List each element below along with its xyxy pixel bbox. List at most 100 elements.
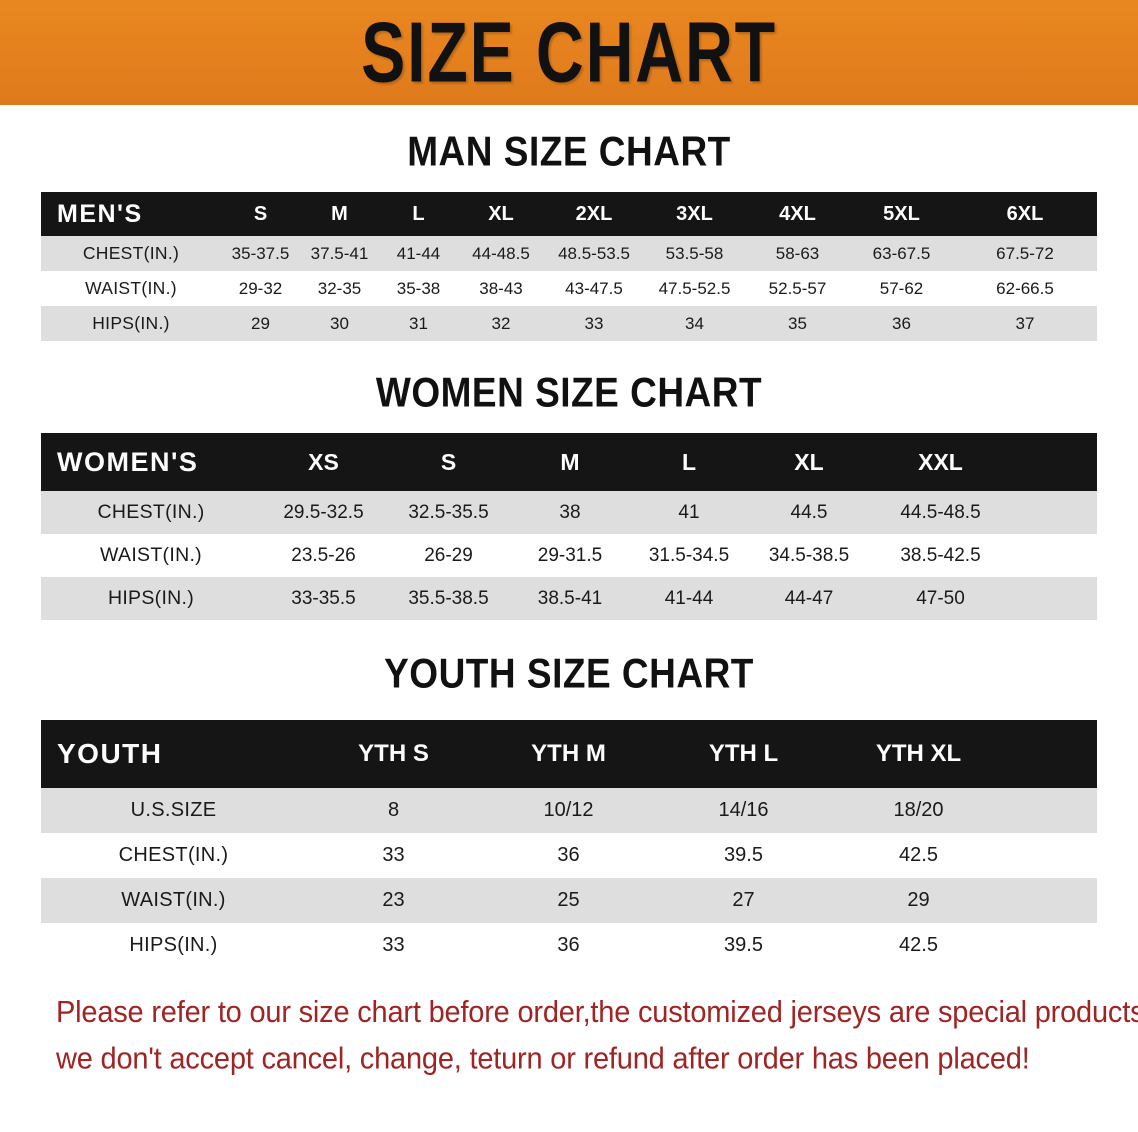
women-header-row: WOMEN'S XS S M L XL XXL xyxy=(41,433,1097,491)
man-size-col-6xl: 6XL xyxy=(1006,202,1044,225)
man-size-col-s: S xyxy=(253,202,268,225)
page-title: SIZE CHART xyxy=(361,5,777,100)
women-hips-s: 35.5-38.5 xyxy=(408,587,489,609)
man-table-body: CHEST(IN.) 35-37.5 37.5-41 41-44 44-48.5… xyxy=(41,236,1097,341)
man-size-table-wrapper: MEN'S S M L XL 2XL 3XL 4XL 5XL 6XL CHEST… xyxy=(41,192,1097,341)
youth-chest-xl: 42.5 xyxy=(899,844,938,866)
return-policy-note: Please refer to our size chart before or… xyxy=(34,990,1138,1082)
man-size-col-xl: XL xyxy=(488,202,514,225)
man-hips-3xl: 34 xyxy=(685,313,704,333)
women-hips-spacer xyxy=(1012,577,1097,620)
youth-header-row: YOUTH YTH S YTH M YTH L YTH XL xyxy=(41,720,1097,788)
youth-chest-m: 36 xyxy=(557,844,580,866)
youth-hips-spacer xyxy=(1006,923,1097,968)
women-row-label-chest: CHEST(IN.) xyxy=(97,501,205,523)
man-waist-m: 32-35 xyxy=(317,278,362,298)
women-waist-m: 29-31.5 xyxy=(537,544,603,566)
women-chest-xxl: 44.5-48.5 xyxy=(900,501,981,523)
women-size-col-xs: XS xyxy=(308,448,339,475)
man-hips-s: 29 xyxy=(251,313,270,333)
man-hips-m: 30 xyxy=(330,313,349,333)
youth-size-table: YOUTH YTH S YTH M YTH L YTH XL U.S.SIZE … xyxy=(41,720,1097,968)
youth-waist-s: 23 xyxy=(382,889,405,911)
youth-chest-l: 39.5 xyxy=(724,844,763,866)
youth-waist-spacer xyxy=(1006,878,1097,923)
youth-size-col-m: YTH M xyxy=(531,740,606,767)
table-row: CHEST(IN.) 35-37.5 37.5-41 41-44 44-48.5… xyxy=(41,236,1097,271)
youth-size-col-l: YTH L xyxy=(708,740,779,767)
women-size-col-xl: XL xyxy=(794,448,824,475)
women-hips-xxl: 47-50 xyxy=(916,587,965,609)
note-line-1: Please refer to our size chart before or… xyxy=(56,995,1138,1030)
youth-size-col-s: YTH S xyxy=(358,740,429,767)
man-chest-6xl: 67.5-72 xyxy=(996,243,1054,263)
youth-ussize-xl: 18/20 xyxy=(893,799,944,821)
man-size-col-m: M xyxy=(331,202,348,225)
man-waist-s: 29-32 xyxy=(238,278,283,298)
youth-row-label-hips: HIPS(IN.) xyxy=(129,934,218,956)
table-row: HIPS(IN.) 33 36 39.5 42.5 xyxy=(41,923,1097,968)
women-size-table: WOMEN'S XS S M L XL XXL CHEST(IN.) 29.5-… xyxy=(41,433,1097,620)
women-size-col-s: S xyxy=(440,448,457,475)
youth-ussize-spacer xyxy=(1006,788,1097,833)
youth-row-label-waist: WAIST(IN.) xyxy=(121,889,226,911)
women-table-header: WOMEN'S XS S M L XL XXL xyxy=(41,433,1097,491)
women-waist-xs: 23.5-26 xyxy=(291,544,356,566)
women-waist-l: 31.5-34.5 xyxy=(648,544,730,566)
women-chest-m: 38 xyxy=(559,501,581,523)
women-row-label-waist: WAIST(IN.) xyxy=(100,544,202,566)
table-row: HIPS(IN.) 29 30 31 32 33 34 35 36 37 xyxy=(41,306,1097,341)
women-section-title: WOMEN SIZE CHART xyxy=(375,369,763,416)
man-chest-5xl: 63-67.5 xyxy=(872,243,931,263)
man-header-row: MEN'S S M L XL 2XL 3XL 4XL 5XL 6XL xyxy=(41,192,1097,236)
man-size-col-4xl: 4XL xyxy=(779,202,816,225)
women-size-table-wrapper: WOMEN'S XS S M L XL XXL CHEST(IN.) 29.5-… xyxy=(41,433,1097,620)
youth-waist-l: 27 xyxy=(732,889,755,911)
women-chest-xs: 29.5-32.5 xyxy=(283,501,364,523)
women-size-col-l: L xyxy=(681,448,697,475)
women-waist-spacer xyxy=(1012,534,1097,577)
man-size-col-2xl: 2XL xyxy=(575,202,613,225)
man-row-label-chest: CHEST(IN.) xyxy=(82,243,180,263)
women-waist-s: 26-29 xyxy=(424,544,473,566)
women-chest-s: 32.5-35.5 xyxy=(408,501,489,523)
man-waist-5xl: 57-62 xyxy=(879,278,924,298)
youth-ussize-m: 10/12 xyxy=(543,799,594,821)
table-row: HIPS(IN.) 33-35.5 35.5-38.5 38.5-41 41-4… xyxy=(41,577,1097,620)
women-hips-l: 41-44 xyxy=(664,587,714,609)
man-hips-xl: 32 xyxy=(491,313,511,333)
youth-table-header: YOUTH YTH S YTH M YTH L YTH XL xyxy=(41,720,1097,788)
man-hips-4xl: 35 xyxy=(788,313,807,333)
man-size-col-3xl: 3XL xyxy=(676,202,713,225)
man-chest-l: 41-44 xyxy=(396,243,441,263)
youth-hips-l: 39.5 xyxy=(724,934,763,956)
man-chest-xl: 44-48.5 xyxy=(472,243,530,263)
man-row-label-hips: HIPS(IN.) xyxy=(92,313,170,333)
youth-waist-xl: 29 xyxy=(907,889,930,911)
youth-hips-m: 36 xyxy=(557,934,580,956)
man-chest-s: 35-37.5 xyxy=(231,243,290,263)
women-hips-m: 38.5-41 xyxy=(537,587,603,609)
man-waist-2xl: 43-47.5 xyxy=(565,278,623,298)
man-hips-l: 31 xyxy=(409,313,428,333)
table-row: CHEST(IN.) 29.5-32.5 32.5-35.5 38 41 44.… xyxy=(41,491,1097,534)
women-header-spacer xyxy=(1012,433,1097,491)
man-section-title: MAN SIZE CHART xyxy=(407,128,731,175)
man-chest-m: 37.5-41 xyxy=(310,243,369,263)
man-waist-xl: 38-43 xyxy=(479,278,523,298)
youth-corner-label: YOUTH xyxy=(57,738,163,769)
women-table-body: CHEST(IN.) 29.5-32.5 32.5-35.5 38 41 44.… xyxy=(41,491,1097,620)
youth-hips-xl: 42.5 xyxy=(899,934,938,956)
youth-section-title: YOUTH SIZE CHART xyxy=(384,650,754,697)
youth-hips-s: 33 xyxy=(382,934,405,956)
man-size-col-l: L xyxy=(412,202,425,225)
man-corner-label: MEN'S xyxy=(57,199,143,228)
women-chest-spacer xyxy=(1012,491,1097,534)
women-corner-label: WOMEN'S xyxy=(57,446,199,477)
man-hips-2xl: 33 xyxy=(584,313,604,333)
youth-size-col-xl: YTH XL xyxy=(875,740,962,767)
man-size-table: MEN'S S M L XL 2XL 3XL 4XL 5XL 6XL CHEST… xyxy=(41,192,1097,341)
youth-waist-m: 25 xyxy=(557,889,580,911)
man-chest-3xl: 53.5-58 xyxy=(665,243,724,263)
women-size-col-m: M xyxy=(560,448,580,475)
